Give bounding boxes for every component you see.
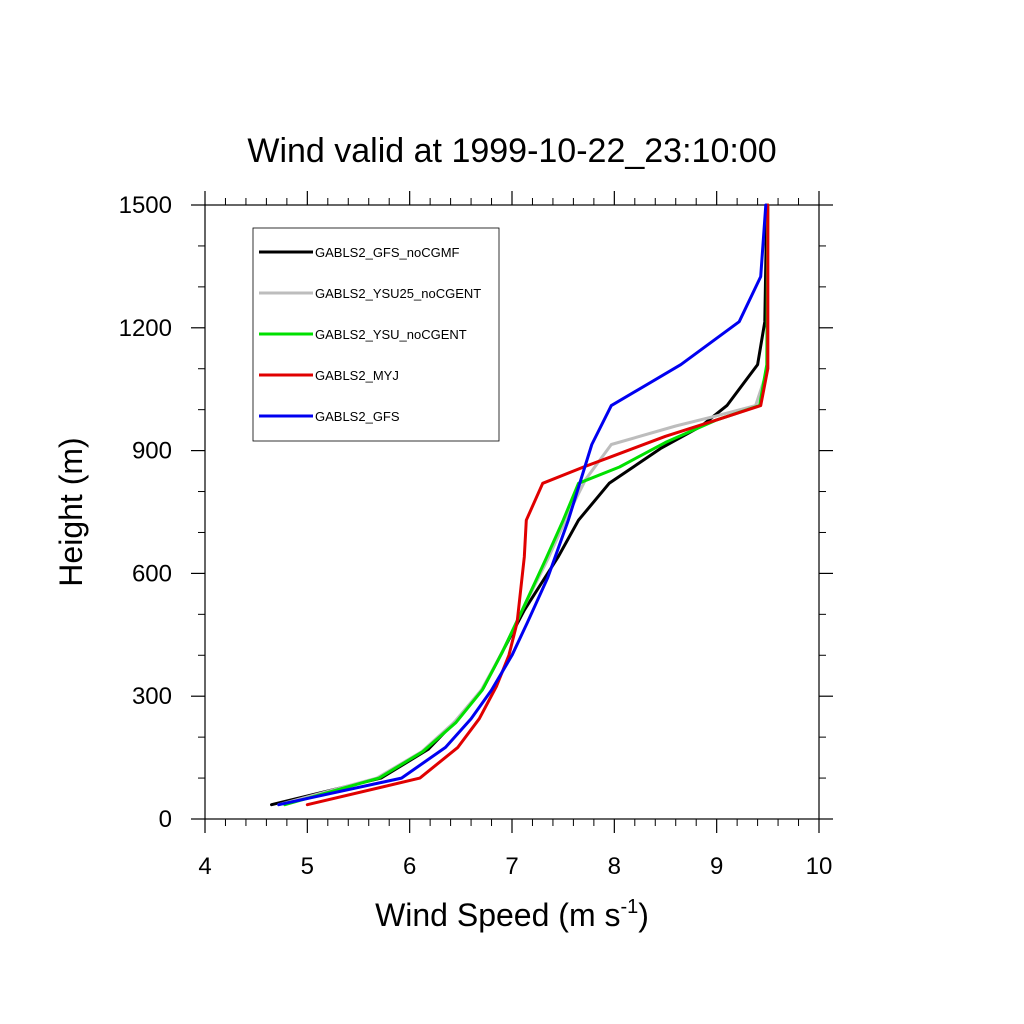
y-tick-label: 1200 — [119, 315, 172, 342]
y-tick-label: 1500 — [119, 192, 172, 219]
minor-ticks — [198, 198, 826, 826]
x-axis-title: Wind Speed (m s-1) — [375, 896, 649, 933]
y-tick-label: 0 — [159, 806, 172, 833]
x-tick-label: 7 — [505, 853, 518, 880]
x-axis-title-close: ) — [638, 897, 649, 933]
legend-label-3: GABLS2_YSU_noCGENT — [315, 327, 467, 342]
x-tick-label: 10 — [806, 853, 833, 880]
y-tick-label: 600 — [132, 560, 172, 587]
legend-label-4: GABLS2_MYJ — [315, 368, 399, 383]
tick-labels: 4 5 6 7 8 9 10 0 300 600 900 1200 1500 — [119, 192, 833, 880]
y-tick-label: 300 — [132, 683, 172, 710]
legend-label-5: GABLS2_GFS — [315, 409, 400, 424]
x-axis-title-sup: -1 — [620, 896, 638, 918]
y-axis-title: Height (m) — [53, 437, 89, 586]
x-tick-label: 4 — [198, 853, 211, 880]
y-tick-label: 900 — [132, 438, 172, 465]
legend-label-1: GABLS2_GFS_noCGMF — [315, 245, 460, 260]
chart-title: Wind valid at 1999-10-22_23:10:00 — [247, 132, 776, 170]
series-lines — [270, 203, 770, 807]
x-tick-label: 6 — [403, 853, 416, 880]
x-tick-label: 5 — [301, 853, 314, 880]
legend: GABLS2_GFS_noCGMF GABLS2_YSU25_noCGENT GAB… — [252, 227, 500, 442]
x-axis-title-main: Wind Speed (m s — [375, 897, 620, 933]
series-line-5 — [277, 203, 768, 807]
plot-frame — [204, 204, 820, 820]
major-ticks — [191, 191, 833, 833]
x-tick-label: 8 — [608, 853, 621, 880]
series-line-4 — [305, 203, 770, 807]
legend-label-2: GABLS2_YSU25_noCGENT — [315, 286, 481, 301]
x-tick-label: 9 — [710, 853, 723, 880]
